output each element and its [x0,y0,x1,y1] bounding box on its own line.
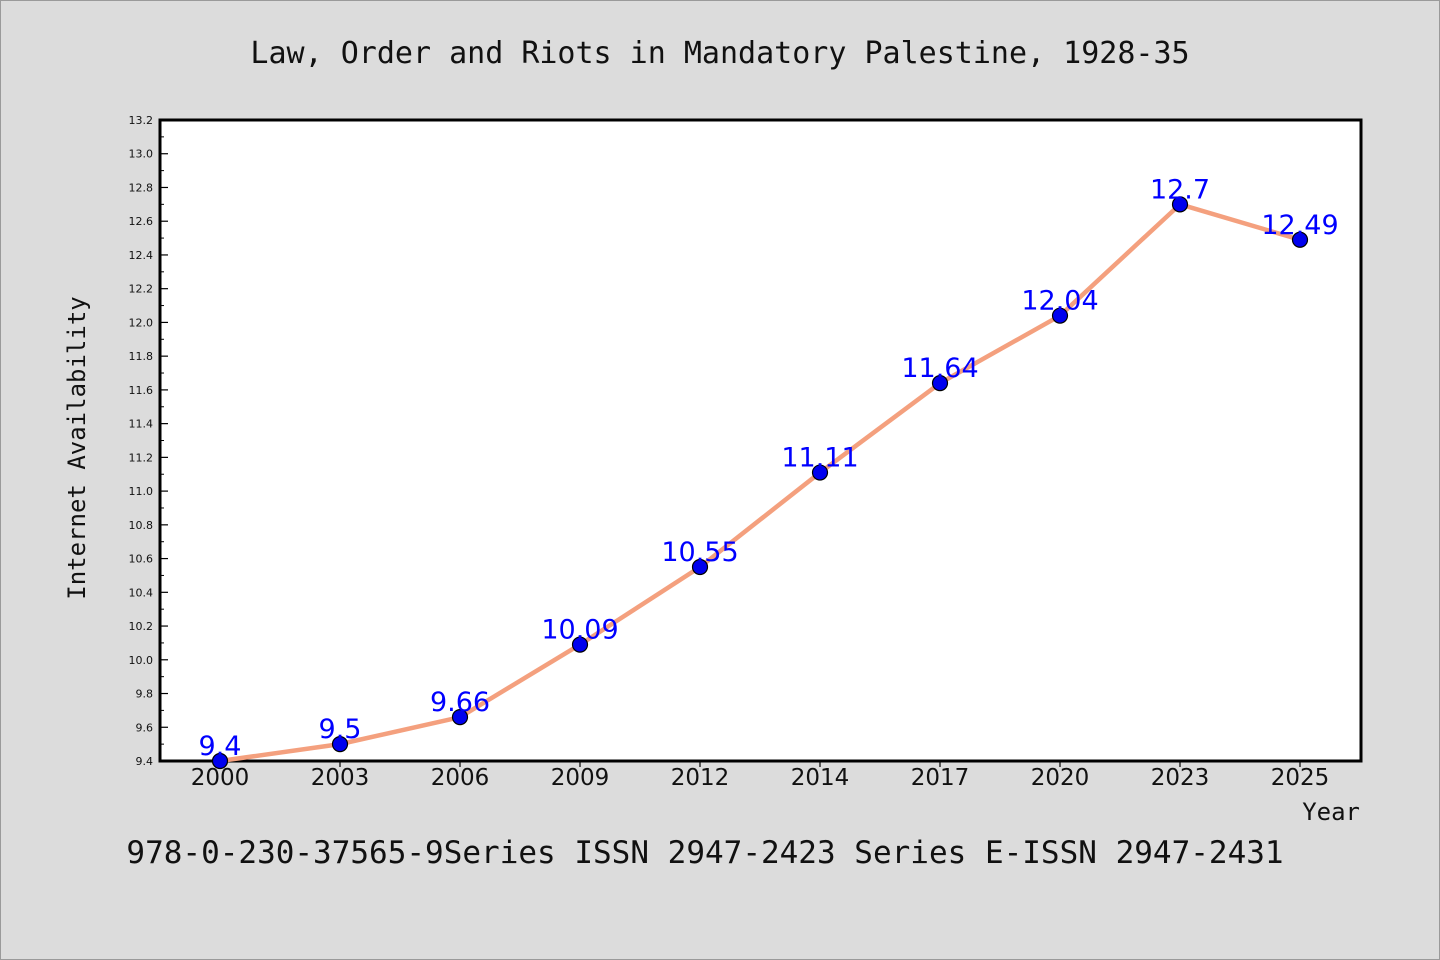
y-tick-label: 10.0 [129,654,154,667]
series-line-group [217,202,1303,764]
data-label: 9.4 [199,731,242,762]
x-axis-label: Year [1302,798,1360,826]
x-tick-label: 2006 [431,765,490,791]
x-tick-label: 2003 [311,765,370,791]
data-point [571,636,589,653]
y-tick-label: 10.6 [129,553,154,566]
x-tick-label: 2009 [551,765,610,791]
y-tick-label: 13.0 [129,148,154,161]
x-tick-label: 2017 [911,765,970,791]
data-point [931,375,949,392]
y-tick-label: 11.2 [129,451,154,464]
y-tick-label: 12.6 [129,215,154,228]
data-label: 10.55 [661,537,738,568]
y-tick-label: 9.8 [136,688,154,701]
y-tick-label: 10.8 [129,519,154,532]
y-axis-label: Internet Availability [63,296,91,599]
data-label: 12.49 [1261,210,1338,241]
y-tick-label: 10.4 [129,586,154,599]
data-label: 10.09 [541,615,618,646]
y-tick-label: 11.4 [129,418,154,431]
data-label: 12.04 [1021,286,1098,317]
y-tick-label: 11.8 [129,350,154,363]
data-point [1051,307,1069,324]
y-tick-label: 12.2 [129,283,154,296]
data-point [811,464,829,481]
plot-area [158,118,1363,763]
data-point [211,752,229,770]
x-axis: 2000 2003 2006 2009 2012 2014 2017 2020 2023 2025 [191,761,1330,791]
y-tick-label: 9.4 [136,755,154,768]
series-line [217,202,1303,764]
data-label: 11.11 [781,443,858,474]
y-tick-label: 11.0 [129,485,154,498]
x-tick-label: 2025 [1271,765,1330,791]
data-point [331,736,349,753]
data-label: 9.66 [430,687,490,718]
data-points [211,196,1309,770]
data-label: 9.5 [319,714,362,745]
y-tick-label: 12.4 [129,249,154,262]
data-label: 12.7 [1150,174,1210,205]
data-point [691,558,709,576]
chart-title: Law, Order and Riots in Mandatory Palest… [250,36,1189,71]
footer-text: 978-0-230-37565-9Series ISSN 2947-2423 S… [126,835,1283,871]
y-tick-label: 11.6 [129,384,154,397]
data-point [1171,196,1189,213]
x-tick-label: 2020 [1031,765,1090,791]
data-point [1291,231,1309,248]
x-tick-label: 2014 [791,765,850,791]
y-tick-label: 12.8 [129,181,154,194]
y-tick-label: 9.6 [136,721,154,734]
x-tick-label: 2023 [1151,765,1210,791]
x-tick-label: 2000 [191,765,250,791]
y-axis: 9.4 9.6 9.8 10.0 10.2 10.4 10.6 10.8 11.0 11.2 11.… [129,114,168,768]
data-labels: 9.4 9.5 9.66 10.09 10.55 11.11 11.64 12.04 12.7 1… [199,174,1339,762]
data-point [451,709,469,726]
y-tick-label: 13.2 [129,114,154,127]
x-tick-label: 2012 [671,765,730,791]
y-tick-label: 12.0 [129,316,154,329]
data-label: 11.64 [901,353,978,384]
y-tick-label: 10.2 [129,620,154,633]
